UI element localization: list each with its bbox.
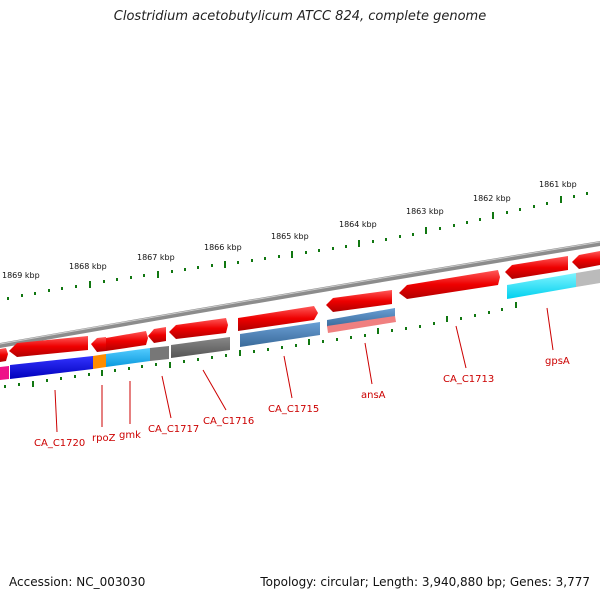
inner-tick-ring [4,302,517,388]
gene-block[interactable] [106,348,150,367]
tick-label: 1867 kbp [137,253,175,262]
tick-label: 1861 kbp [539,180,577,189]
tick-label: 1868 kbp [69,262,107,271]
gene-label: rpoZ [92,433,116,444]
tick-labels: 1861 kbp 1862 kbp 1863 kbp 1864 kbp 1865… [2,180,577,280]
gene-block[interactable] [576,269,600,287]
gene-arrow[interactable] [572,251,600,269]
gene-label: CA_C1715 [268,404,319,415]
gene-block[interactable] [327,308,395,327]
gene-arrow[interactable] [399,270,500,299]
gene-arrow[interactable] [505,256,568,279]
gene-arrow[interactable] [91,337,106,352]
gene-block[interactable] [507,273,576,299]
tick-label: 1865 kbp [271,232,309,241]
gene-block[interactable] [240,322,320,347]
tick-label: 1869 kbp [2,271,40,280]
gene-arrow[interactable] [106,331,148,351]
tick-label: 1862 kbp [473,194,511,203]
label-leaders [54,307,554,433]
accession-text: Accession: NC_003030 [9,575,146,589]
forward-strand [0,251,600,362]
gene-block[interactable] [327,316,396,333]
gene-block[interactable] [10,356,93,379]
gene-arrow[interactable] [9,336,88,357]
map-title: Clostridium acetobutylicum ATCC 824, com… [113,9,487,24]
gene-labels: gpsA CA_C1713 ansA CA_C1715 CA_C1716 CA_… [34,356,570,449]
genome-backbone [0,241,600,348]
gene-arrow[interactable] [0,348,8,362]
gene-arrow[interactable] [169,318,228,339]
gene-label: CA_C1720 [34,438,85,449]
tick-label: 1863 kbp [406,207,444,216]
gene-block[interactable] [0,366,9,380]
gene-label: ansA [361,390,386,401]
gene-arrow[interactable] [148,327,166,343]
gene-label: CA_C1716 [203,416,254,427]
gene-block[interactable] [93,354,106,369]
gene-label: gpsA [545,356,570,367]
gene-arrow[interactable] [326,290,392,312]
tick-label: 1864 kbp [339,220,377,229]
gene-block[interactable] [171,337,230,358]
outer-tick-ring [7,192,588,300]
reverse-strand [0,269,600,380]
gene-arrow[interactable] [238,306,318,331]
gene-label: CA_C1717 [148,424,199,435]
gene-label: CA_C1713 [443,374,494,385]
gene-block[interactable] [150,346,169,361]
tick-label: 1866 kbp [204,243,242,252]
gene-label: gmk [119,430,141,441]
topology-text: Topology: circular; Length: 3,940,880 bp… [260,575,590,589]
